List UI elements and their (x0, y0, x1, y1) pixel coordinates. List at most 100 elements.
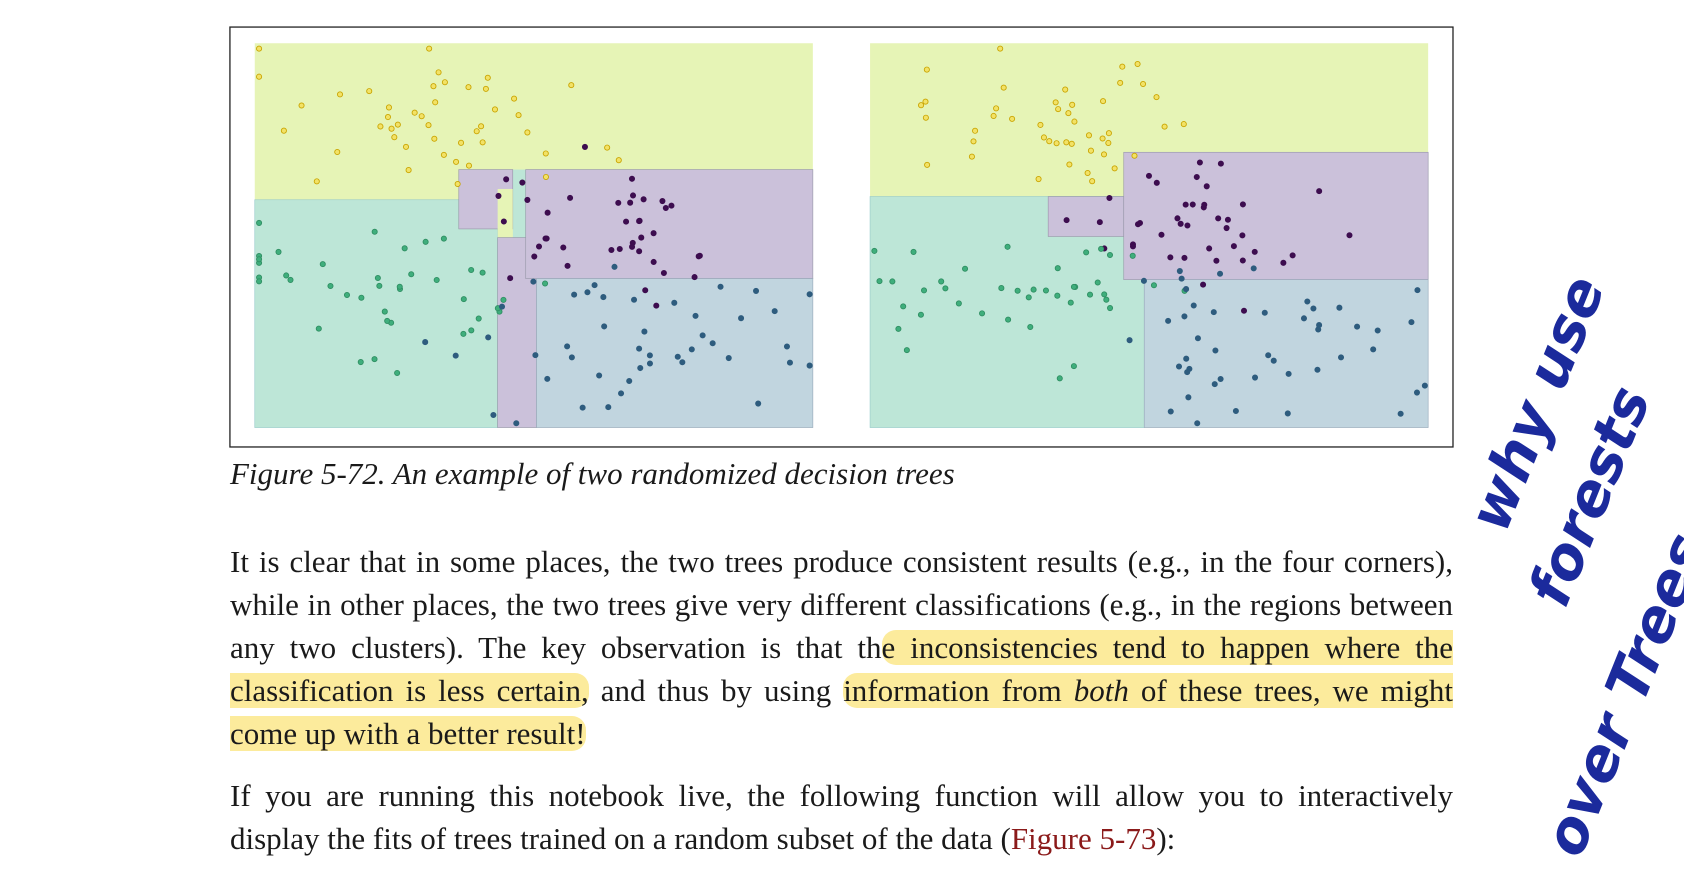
text: If you are running this notebook live, t… (230, 778, 1453, 856)
point (422, 238, 429, 245)
point (1174, 215, 1181, 222)
region (525, 169, 814, 279)
point (979, 310, 986, 317)
point (968, 153, 975, 160)
point (579, 404, 586, 411)
point (1346, 232, 1353, 239)
point (381, 308, 388, 315)
point (591, 282, 598, 289)
region (254, 199, 498, 428)
point (1054, 292, 1061, 299)
figure-link[interactable]: Figure 5-73 (1010, 821, 1157, 856)
point (468, 327, 475, 334)
point (327, 283, 334, 290)
point (605, 404, 612, 411)
point (641, 328, 648, 335)
point (485, 334, 492, 341)
point (374, 275, 381, 282)
point (1289, 252, 1296, 259)
point (458, 139, 465, 146)
text: and thus by using (588, 673, 844, 708)
point (640, 196, 647, 203)
point (426, 45, 433, 52)
point (629, 192, 637, 199)
point (679, 359, 686, 366)
point (629, 243, 636, 250)
point (1217, 270, 1224, 277)
point (1100, 151, 1108, 158)
point (511, 95, 518, 102)
point (391, 134, 398, 141)
point (1145, 172, 1153, 179)
point (1089, 178, 1096, 185)
point (671, 299, 678, 306)
point (1101, 291, 1108, 298)
point (611, 263, 618, 270)
point (1336, 304, 1343, 311)
point (1413, 389, 1421, 396)
point (955, 300, 962, 307)
point (560, 244, 567, 251)
point (806, 362, 813, 369)
point (618, 390, 625, 397)
point (440, 151, 447, 158)
point (313, 178, 320, 185)
point (1053, 140, 1060, 147)
tree-plot-right (869, 43, 1429, 428)
point (910, 248, 917, 255)
point (1055, 106, 1062, 113)
point (1117, 79, 1124, 86)
text: ): (1156, 821, 1176, 856)
point (1250, 265, 1257, 272)
point (1105, 139, 1112, 146)
point (753, 287, 760, 294)
point (530, 278, 537, 285)
point (371, 228, 378, 235)
figure (229, 26, 1454, 448)
point (452, 352, 459, 359)
point (659, 198, 666, 205)
point (1063, 139, 1070, 146)
point (581, 143, 588, 150)
point (608, 246, 615, 253)
point (998, 285, 1005, 292)
point (1084, 169, 1091, 177)
point (535, 243, 543, 250)
point (1027, 323, 1034, 331)
point (900, 303, 907, 310)
point (524, 196, 531, 203)
point (1240, 307, 1248, 314)
point (1085, 132, 1093, 139)
point (490, 411, 497, 419)
point (871, 247, 878, 254)
emphasis: both (1073, 673, 1129, 708)
point (411, 109, 418, 116)
point (938, 278, 945, 285)
point (1251, 248, 1258, 255)
point (283, 272, 290, 279)
point (623, 218, 630, 225)
point (425, 122, 432, 129)
point (699, 332, 706, 339)
point (1200, 281, 1207, 288)
point (1300, 315, 1307, 322)
point (564, 262, 571, 269)
point (1005, 316, 1012, 323)
point (1071, 118, 1078, 125)
point (1265, 352, 1272, 359)
point (662, 204, 669, 212)
point (1100, 98, 1107, 105)
point (568, 354, 575, 361)
point (543, 235, 550, 242)
point (1183, 286, 1190, 293)
point (524, 129, 531, 136)
point (1203, 183, 1210, 190)
point (638, 234, 645, 241)
point (468, 266, 475, 273)
point (388, 125, 395, 132)
point (564, 343, 571, 350)
point (544, 375, 551, 382)
point (465, 162, 473, 169)
point (503, 176, 510, 183)
point (1153, 179, 1160, 186)
